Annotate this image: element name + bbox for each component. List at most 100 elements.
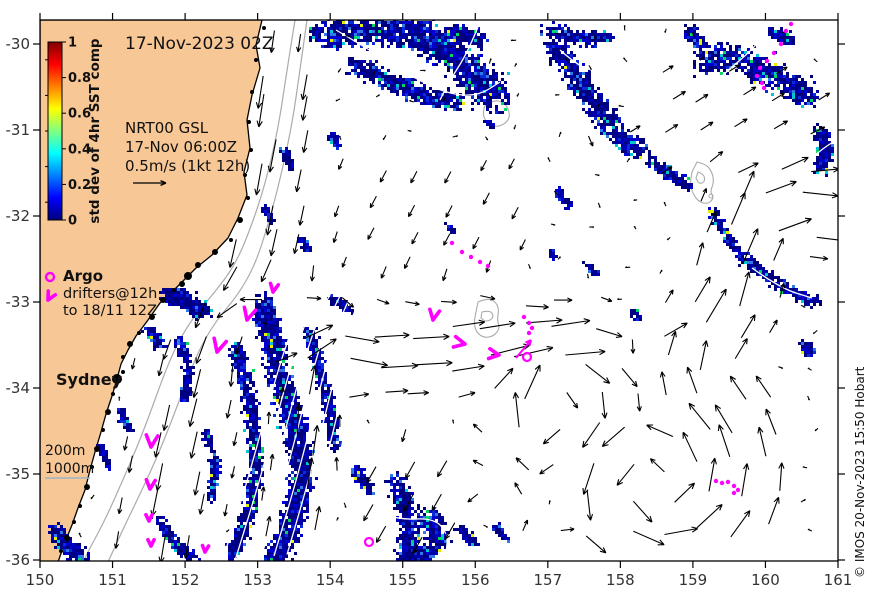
coast-feature-dot <box>84 484 90 490</box>
coast-feature-dot <box>121 370 125 374</box>
sydney-dot <box>112 374 122 384</box>
drifter-arrow <box>268 281 281 294</box>
argo-float-marker <box>521 351 533 363</box>
model-name: NRT00 GSL <box>125 119 209 137</box>
x-tick-label: 159 <box>679 571 708 589</box>
y-tick-label: -31 <box>6 121 31 139</box>
white-contour <box>699 33 765 97</box>
drifter-track-dot <box>485 263 491 269</box>
argo-legend-label: Argo <box>63 267 103 285</box>
colorbar-tick-label: 1 <box>68 36 77 51</box>
drifter-track-dot <box>719 480 725 486</box>
x-tick-label: 150 <box>26 571 55 589</box>
coast-feature-dot <box>59 549 63 553</box>
y-tick-label: -33 <box>6 293 31 311</box>
drifter-arrow <box>144 433 160 449</box>
white-contour <box>273 287 356 557</box>
coast-feature-dot <box>212 249 218 255</box>
drifter-track-dot <box>731 483 737 489</box>
y-tick-label: -35 <box>6 465 31 483</box>
coast-feature-dot <box>243 173 247 177</box>
drifter-track-dot <box>526 330 532 336</box>
credit-text: © IMOS 20-Nov-2023 15:50 Hobart <box>853 366 867 578</box>
drifter-track-dot <box>459 249 465 255</box>
drifter-track-dot <box>783 28 789 34</box>
drifter-arrow <box>146 537 156 548</box>
argo-float-marker <box>363 536 375 548</box>
coast-feature-dot <box>78 504 82 508</box>
drifter-thin-arrow <box>515 339 532 359</box>
white-contour <box>797 139 837 171</box>
x-tick-label: 161 <box>824 571 853 589</box>
coast-feature-dot <box>229 238 233 242</box>
drifter-track-dot <box>731 490 737 496</box>
date-title: 17-Nov-2023 02Z <box>125 34 274 54</box>
drifter-track-dot <box>761 85 767 91</box>
coast-feature-dot <box>111 392 115 396</box>
depth-200m-label: 200m <box>45 443 85 459</box>
white-contour <box>329 451 448 555</box>
coast-feature-dot <box>72 520 76 524</box>
coast-feature-dot <box>137 331 141 335</box>
ssh-white-contours <box>221 21 837 561</box>
drifter-track-dot <box>526 320 532 326</box>
coast-feature-dot <box>250 90 254 94</box>
drifter-track-dot <box>788 21 794 27</box>
argo-legend-marker <box>44 271 56 283</box>
drifter-track-dot <box>529 325 535 331</box>
y-tick-label: -36 <box>6 551 31 569</box>
drifter-arrow <box>428 307 442 322</box>
drifter-track-dot <box>713 478 719 484</box>
colorbar-ticks <box>45 41 66 221</box>
y-tick-label: -34 <box>6 379 31 397</box>
x-tick-label: 158 <box>606 571 635 589</box>
white-contour <box>234 292 322 561</box>
vector-arrows-path <box>78 25 838 561</box>
drifter-track-dot <box>521 314 527 320</box>
coast-feature-dot <box>64 535 70 541</box>
coast-feature-dot <box>127 341 133 347</box>
colorbar-tick-label: 0.8 <box>68 71 91 86</box>
coast-feature-dot <box>90 465 94 469</box>
coast-feature-dot <box>184 272 192 280</box>
x-axis-labels: 150 151 152 153 154 155 156 157 158 159 160 161 <box>26 571 853 589</box>
coast-feature-dot <box>195 262 201 268</box>
drifter-track-dot <box>735 487 741 493</box>
x-tick-label: 151 <box>98 571 127 589</box>
colorbar-axis-label: std dev of 4hr SST comp <box>87 38 103 223</box>
land-australia <box>40 20 263 561</box>
coast-feature-dot <box>254 58 258 62</box>
white-contour <box>335 29 501 96</box>
colorbar-gradient <box>47 41 63 221</box>
coast-feature-dot <box>121 355 125 359</box>
city-label-sydney: Sydney <box>56 370 123 389</box>
drifter-track-dot <box>477 259 483 265</box>
white-contour <box>247 290 333 560</box>
y-tick-label: -30 <box>6 35 31 53</box>
drifter-arrow <box>212 336 229 354</box>
x-tick-label: 153 <box>243 571 272 589</box>
coast-feature-dot <box>249 148 253 152</box>
island-contour <box>690 161 714 204</box>
current-vector-arrows <box>78 25 838 561</box>
drifter-track-dot <box>759 80 765 86</box>
white-contour <box>221 293 310 561</box>
y-axis-labels: -30 -31 -32 -33 -34 -35 -36 <box>6 35 31 569</box>
x-tick-label: 154 <box>316 571 345 589</box>
drifters-until-label: to 18/11 12Z <box>63 303 157 319</box>
white-contour <box>299 284 379 554</box>
coast-feature-dot <box>179 281 185 287</box>
white-contour <box>260 289 344 558</box>
coast-feature-dot <box>172 288 176 292</box>
vector-scale-arrow <box>133 180 167 186</box>
coast-feature-dot <box>101 428 105 432</box>
land-polygon <box>40 20 263 561</box>
x-tick-label: 157 <box>533 571 562 589</box>
model-time: 17-Nov 06:00Z <box>125 138 237 156</box>
drifter-arrow <box>242 305 258 322</box>
island-contour <box>480 310 494 322</box>
x-tick-label: 160 <box>751 571 780 589</box>
colorbar-tick-labels: 1 0.8 0.6 0.4 0.2 0 <box>68 36 91 229</box>
